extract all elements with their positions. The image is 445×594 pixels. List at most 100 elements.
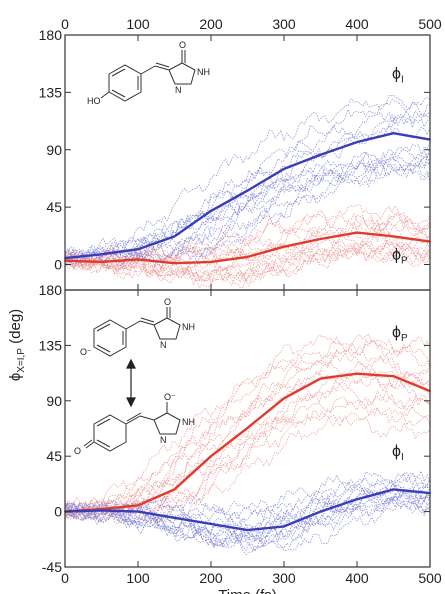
top-trace-ϕP: [65, 213, 430, 268]
top-point-ϕI: [392, 132, 395, 135]
top-series-label-lower: ϕP: [392, 246, 408, 266]
bottom-y-tick-label: 135: [39, 337, 63, 353]
bottom-point-ϕP: [173, 488, 176, 491]
bottom-trace-ϕI: [65, 487, 430, 548]
resonance-arrow: [126, 358, 136, 408]
y-axis-label-subscript: X=I,P: [16, 348, 27, 373]
top-point-ϕP: [137, 258, 139, 261]
bottom-trajectory-traces: [65, 333, 430, 556]
top-x-tick-label: 200: [199, 16, 223, 32]
top-trace-ϕI: [65, 153, 430, 270]
mol-a-label-nh: NH: [182, 322, 195, 332]
top-point-ϕP: [210, 261, 212, 263]
bottom-trace-ϕI: [65, 473, 430, 537]
top-point-ϕI: [319, 153, 322, 156]
bottom-point-ϕI: [392, 488, 395, 491]
top-point-ϕP: [356, 231, 358, 234]
bottom-x-tick-label: 300: [272, 570, 296, 586]
top-x-tick-label: 400: [345, 16, 369, 32]
top-trace-ϕI: [65, 151, 430, 264]
molecule-structure-anion-phenolate: O⁻ O NH N: [80, 297, 195, 357]
bottom-point-ϕI: [100, 509, 103, 512]
bottom-point-ϕI: [173, 516, 176, 519]
top-trace-ϕP: [65, 229, 430, 282]
bottom-plot-frame: [64, 289, 431, 568]
x-axis-label: Time (fs): [218, 587, 277, 594]
bottom-trace-ϕI: [65, 497, 430, 556]
bottom-x-tick-label: 200: [199, 570, 223, 586]
mol-a-label-o-minus: O⁻: [80, 347, 92, 357]
top-trace-ϕI: [65, 122, 430, 268]
bottom-trace-ϕI: [65, 491, 430, 552]
bottom-x-tick-label: 100: [126, 570, 150, 586]
bottom-trace-ϕI: [65, 495, 430, 549]
top-trace-ϕP: [65, 204, 430, 269]
top-point-ϕI: [356, 141, 358, 144]
bottom-trace-ϕI: [65, 472, 430, 521]
bottom-series-label-lower: ϕI: [392, 443, 404, 463]
top-point-ϕI: [283, 167, 285, 170]
top-trace-ϕP: [65, 241, 430, 289]
mol-b-label-n: N: [160, 435, 167, 445]
top-point-ϕP: [246, 255, 249, 258]
bottom-x-tick-label: 500: [418, 570, 442, 586]
bottom-trace-ϕP: [65, 336, 430, 521]
y-axis-label: ϕX=I,P (deg): [7, 309, 27, 381]
bottom-point-ϕP: [283, 397, 285, 400]
bottom-point-ϕP: [392, 375, 395, 378]
top-x-tick-label: 300: [272, 16, 296, 32]
bottom-point-ϕI: [356, 498, 358, 501]
top-trace-ϕI: [65, 141, 430, 269]
bottom-point-ϕI: [246, 529, 249, 531]
bottom-y-tick-label: 45: [46, 448, 62, 464]
bottom-trace-ϕI: [65, 484, 430, 542]
top-x-tick-label: 0: [61, 16, 69, 32]
bottom-point-ϕP: [356, 372, 358, 375]
top-point-ϕI: [137, 248, 139, 251]
bottom-point-ϕP: [210, 455, 212, 458]
mol-b-label-nh: NH: [182, 417, 195, 427]
top-trace-ϕP: [65, 229, 430, 287]
top-point-ϕP: [173, 262, 176, 265]
bottom-y-tick-label: 0: [54, 504, 62, 520]
bottom-x-tick-label: 0: [61, 570, 69, 586]
top-mean-line-ϕI: [64, 132, 431, 260]
bottom-point-ϕP: [246, 426, 249, 429]
top-y-tick-label: 0: [54, 257, 62, 273]
top-trace-ϕI: [65, 160, 430, 267]
top-trace-ϕI: [65, 101, 430, 268]
top-trace-ϕP: [65, 242, 430, 284]
bottom-trace-ϕI: [65, 491, 430, 539]
top-point-ϕP: [283, 245, 285, 248]
top-point-ϕI: [100, 253, 103, 256]
top-y-tick-label: 180: [39, 27, 63, 43]
bottom-x-tick-label: 400: [345, 570, 369, 586]
bottom-trace-ϕP: [65, 358, 430, 511]
bottom-trace-ϕP: [65, 338, 430, 520]
top-y-tick-label: 90: [46, 142, 62, 158]
top-trace-ϕI: [65, 156, 430, 264]
bottom-y-tick-label: -45: [42, 559, 62, 575]
top-point-ϕP: [319, 238, 322, 240]
mol-label-oxo: O: [179, 40, 186, 50]
top-trace-ϕP: [65, 233, 430, 284]
y-axis-label-unit: (deg): [7, 309, 24, 348]
bottom-trace-ϕP: [65, 410, 430, 520]
bottom-y-tick-label: 90: [46, 393, 62, 409]
top-series-label-upper: ϕI: [392, 65, 404, 85]
mol-label-nh: NH: [197, 67, 210, 77]
bottom-trace-ϕI: [65, 478, 430, 528]
bottom-point-ϕI: [283, 525, 285, 528]
bottom-trace-ϕP: [65, 399, 430, 516]
bottom-point-ϕP: [137, 504, 139, 507]
top-trajectory-traces: [65, 95, 430, 289]
top-x-tick-label: 500: [418, 16, 442, 32]
bottom-trace-ϕP: [65, 389, 430, 519]
top-point-ϕI: [246, 189, 249, 192]
y-axis-label-symbol: ϕ: [7, 373, 24, 381]
top-point-ϕI: [173, 235, 176, 238]
bottom-trace-ϕP: [65, 406, 430, 524]
bottom-point-ϕI: [319, 510, 322, 513]
top-point-ϕI: [210, 210, 212, 212]
